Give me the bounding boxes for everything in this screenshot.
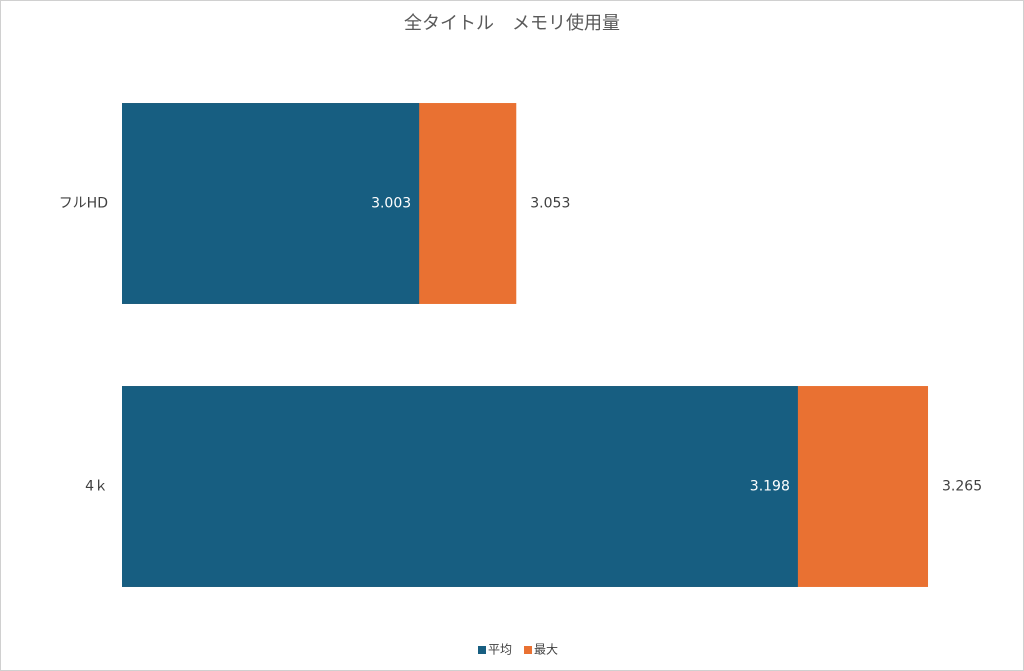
chart-title: 全タイトル メモリ使用量 <box>404 13 620 34</box>
y-tick-label: フルHD <box>59 196 108 212</box>
legend-swatch <box>524 646 533 654</box>
y-tick-label: 4ｋ <box>85 479 108 495</box>
bar <box>122 386 798 587</box>
legend-label: 平均 <box>488 643 512 657</box>
data-label: 3.053 <box>530 196 570 212</box>
data-label: 3.265 <box>942 479 982 495</box>
legend-label: 最大 <box>534 643 558 657</box>
bar <box>122 103 420 304</box>
data-label: 3.198 <box>750 479 790 495</box>
legend-swatch <box>478 646 486 654</box>
data-label: 3.003 <box>371 196 411 212</box>
